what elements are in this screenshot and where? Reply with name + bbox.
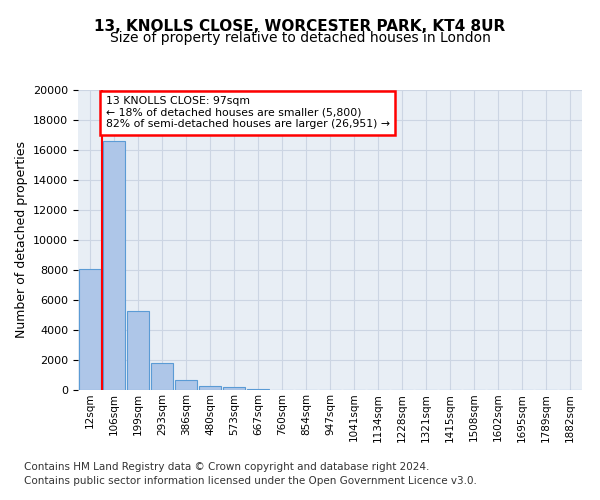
- Bar: [223, 387, 245, 390]
- Bar: [79, 268, 101, 390]
- Text: 13 KNOLLS CLOSE: 97sqm
← 18% of detached houses are smaller (5,800)
82% of semi-: 13 KNOLLS CLOSE: 97sqm ← 18% of detached…: [106, 96, 389, 129]
- Text: Size of property relative to detached houses in London: Size of property relative to detached ho…: [110, 31, 490, 45]
- Text: Contains public sector information licensed under the Open Government Licence v3: Contains public sector information licen…: [24, 476, 477, 486]
- Bar: [103, 141, 125, 390]
- Y-axis label: Number of detached properties: Number of detached properties: [14, 142, 28, 338]
- Bar: [151, 363, 173, 390]
- Bar: [175, 380, 197, 390]
- Bar: [247, 388, 269, 390]
- Text: Contains HM Land Registry data © Crown copyright and database right 2024.: Contains HM Land Registry data © Crown c…: [24, 462, 430, 472]
- Bar: [199, 386, 221, 390]
- Text: 13, KNOLLS CLOSE, WORCESTER PARK, KT4 8UR: 13, KNOLLS CLOSE, WORCESTER PARK, KT4 8U…: [94, 19, 506, 34]
- Bar: [127, 310, 149, 390]
